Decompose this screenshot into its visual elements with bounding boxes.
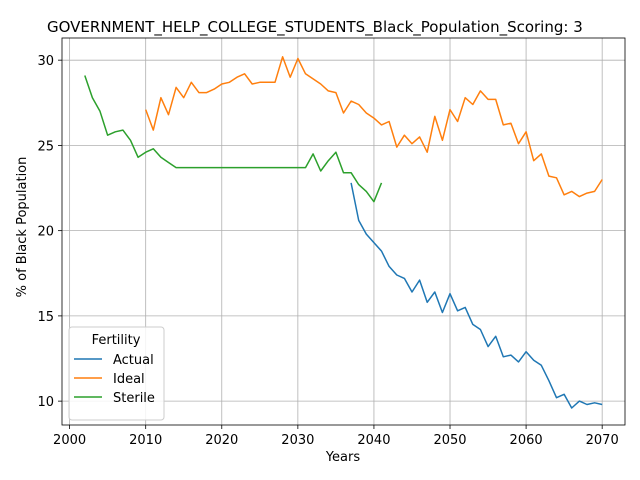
legend: Fertility Actual Ideal Sterile <box>68 326 165 421</box>
series-line-ideal <box>144 56 603 198</box>
x-tick-label: 2020 <box>205 433 238 448</box>
y-tick-label: 10 <box>37 395 54 410</box>
y-axis-ticks: 10 15 20 25 30 <box>37 54 62 410</box>
legend-items: Actual Ideal Sterile <box>74 353 155 406</box>
x-tick-label: 2060 <box>510 433 543 448</box>
legend-title: Fertility <box>92 333 141 348</box>
chart-title: GOVERNMENT_HELP_COLLEGE_STUDENTS_Black_P… <box>47 18 583 37</box>
y-tick-label: 30 <box>37 54 54 69</box>
x-axis-ticks: 2000 2010 2020 2030 2040 2050 2060 2070 <box>53 425 619 448</box>
series-line-actual <box>350 182 603 409</box>
y-tick-label: 25 <box>37 139 54 154</box>
legend-entry: Actual <box>113 353 154 368</box>
x-axis-label: Years <box>325 450 361 465</box>
y-tick-label: 15 <box>37 310 54 325</box>
plot-frame <box>61 37 626 426</box>
x-tick-label: 2000 <box>53 433 86 448</box>
x-tick-label: 2030 <box>281 433 314 448</box>
x-tick-label: 2010 <box>129 433 162 448</box>
x-tick-label: 2070 <box>586 433 619 448</box>
x-tick-label: 2040 <box>357 433 390 448</box>
series-lines <box>84 56 603 409</box>
legend-entry: Ideal <box>113 372 145 387</box>
series-line-sterile <box>84 75 383 203</box>
y-tick-label: 20 <box>37 225 54 240</box>
x-tick-label: 2050 <box>433 433 466 448</box>
legend-entry: Sterile <box>113 391 155 406</box>
y-axis-label: % of Black Population <box>15 157 30 298</box>
